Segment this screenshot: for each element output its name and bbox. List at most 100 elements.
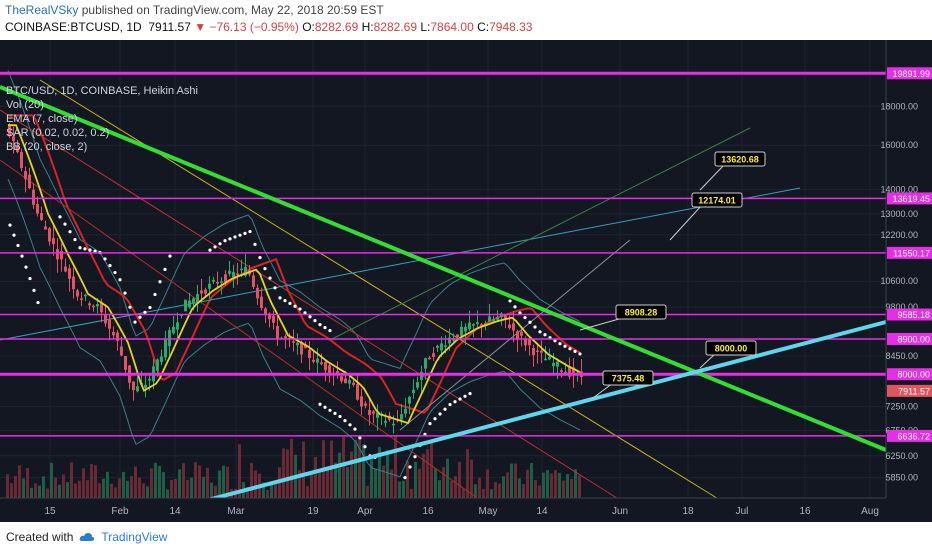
candle-body: [504, 314, 507, 320]
volume-bar: [274, 484, 277, 498]
level-label-box: [887, 332, 932, 345]
sar-dot: [218, 242, 222, 246]
volume-bar: [418, 468, 421, 498]
author-link[interactable]: TheRealVSky: [5, 3, 79, 17]
candle-body: [496, 317, 499, 320]
candle-body: [348, 379, 351, 384]
parabolic-sar: [8, 215, 582, 480]
sar-dot: [258, 255, 262, 260]
tradingview-link[interactable]: TradingView: [101, 530, 168, 544]
chart-area[interactable]: 13620.68 12174.01 8908.28 8000.00 7375.48 58…: [0, 40, 932, 522]
volume-bar: [134, 466, 137, 498]
candle-body: [12, 136, 15, 142]
sar-dot: [538, 330, 542, 334]
legend-sar[interactable]: SAR (0.02, 0.02, 0.2): [6, 127, 110, 139]
legend-bb[interactable]: BB (20, close, 2): [6, 141, 88, 153]
sar-dot: [113, 270, 117, 275]
volume-bar: [498, 483, 501, 498]
level-label-box: [887, 368, 932, 381]
candle-body: [488, 316, 491, 322]
candle-body: [24, 171, 27, 180]
candle-body: [444, 345, 447, 347]
diagonal-line: [329, 127, 751, 341]
candle-body: [204, 289, 207, 294]
high-label: H:: [361, 20, 374, 34]
volume-bar: [270, 485, 273, 498]
candle-body: [412, 389, 415, 394]
volume-bar: [98, 483, 101, 498]
sar-dot: [413, 455, 417, 459]
price-tick-label: 10600.00: [880, 276, 918, 286]
callout-pointer: [669, 204, 703, 241]
candle-body: [208, 283, 211, 289]
volume-bar: [94, 465, 97, 498]
sar-dot: [143, 310, 147, 314]
time-tick-label: Jul: [736, 506, 749, 517]
volume-bar: [154, 462, 157, 498]
bb-upper: [7, 70, 581, 370]
candle-body: [432, 353, 435, 357]
candle-body: [508, 324, 511, 329]
sar-dot: [433, 417, 437, 421]
candle-body: [560, 370, 563, 372]
volume-bar: [38, 485, 41, 498]
volume-bar: [518, 478, 521, 498]
sar-dot: [338, 414, 342, 419]
candle-body: [100, 303, 103, 313]
time-tick-label: Feb: [111, 506, 129, 517]
volume-bar: [282, 448, 285, 498]
volume-bar: [34, 483, 37, 498]
sar-dot: [73, 237, 77, 242]
volume-bar: [138, 477, 141, 498]
callout-label: 12174.01: [698, 196, 736, 206]
candle-body: [264, 308, 267, 316]
sar-dot: [32, 288, 36, 292]
candle-body: [48, 228, 51, 242]
candle-body: [196, 294, 199, 303]
candle-body: [316, 358, 319, 363]
volume-bar: [262, 482, 265, 498]
volume-bar: [286, 449, 289, 498]
price-tick-label: 14000.00: [880, 184, 918, 194]
price-tick-label: 9800.00: [885, 302, 918, 312]
sar-dot: [443, 407, 447, 411]
sar-dot: [508, 299, 512, 303]
created-with-label: Created with: [6, 530, 74, 544]
candle-body: [64, 266, 67, 272]
volume-bar: [158, 465, 161, 498]
time-axis[interactable]: [0, 498, 932, 522]
volume-bar: [142, 483, 145, 498]
candle-body: [460, 326, 463, 336]
candle-body: [96, 304, 99, 307]
legend-series[interactable]: BTC/USD, 1D, COINBASE, Heikin Ashi: [6, 85, 198, 97]
sar-dot: [78, 246, 82, 250]
sar-dot: [553, 339, 557, 343]
time-tick-label: 18: [682, 506, 694, 517]
candle-body: [80, 298, 83, 300]
candle-body: [148, 378, 151, 381]
candle-body: [304, 344, 307, 348]
price-tick-label: 18000.00: [880, 101, 918, 111]
candle-body: [40, 212, 43, 220]
volume-bar: [542, 472, 545, 498]
price-tick-label: 7250.00: [885, 402, 918, 412]
volume-bar: [530, 462, 533, 498]
price-axis[interactable]: [886, 40, 932, 498]
sar-dot: [428, 422, 432, 426]
volume-bar: [74, 483, 77, 498]
sar-dot: [103, 257, 107, 261]
sar-dot: [93, 249, 97, 253]
diagonal-line: [0, 109, 621, 501]
candle-body: [340, 376, 343, 382]
volume-bar: [362, 444, 365, 498]
legend-ema[interactable]: EMA (7, close): [6, 113, 78, 125]
legend-volume[interactable]: Vol (20): [6, 99, 44, 111]
candle-body: [352, 382, 355, 385]
callout-label: 8000.00: [715, 344, 748, 354]
candle-body: [544, 358, 547, 361]
ascending-trendline: [199, 320, 887, 504]
volume-bar: [114, 487, 117, 498]
volume-bar: [42, 476, 45, 498]
volume-bar: [306, 486, 309, 498]
price-chart[interactable]: 13620.68 12174.01 8908.28 8000.00 7375.48 58…: [0, 40, 932, 522]
